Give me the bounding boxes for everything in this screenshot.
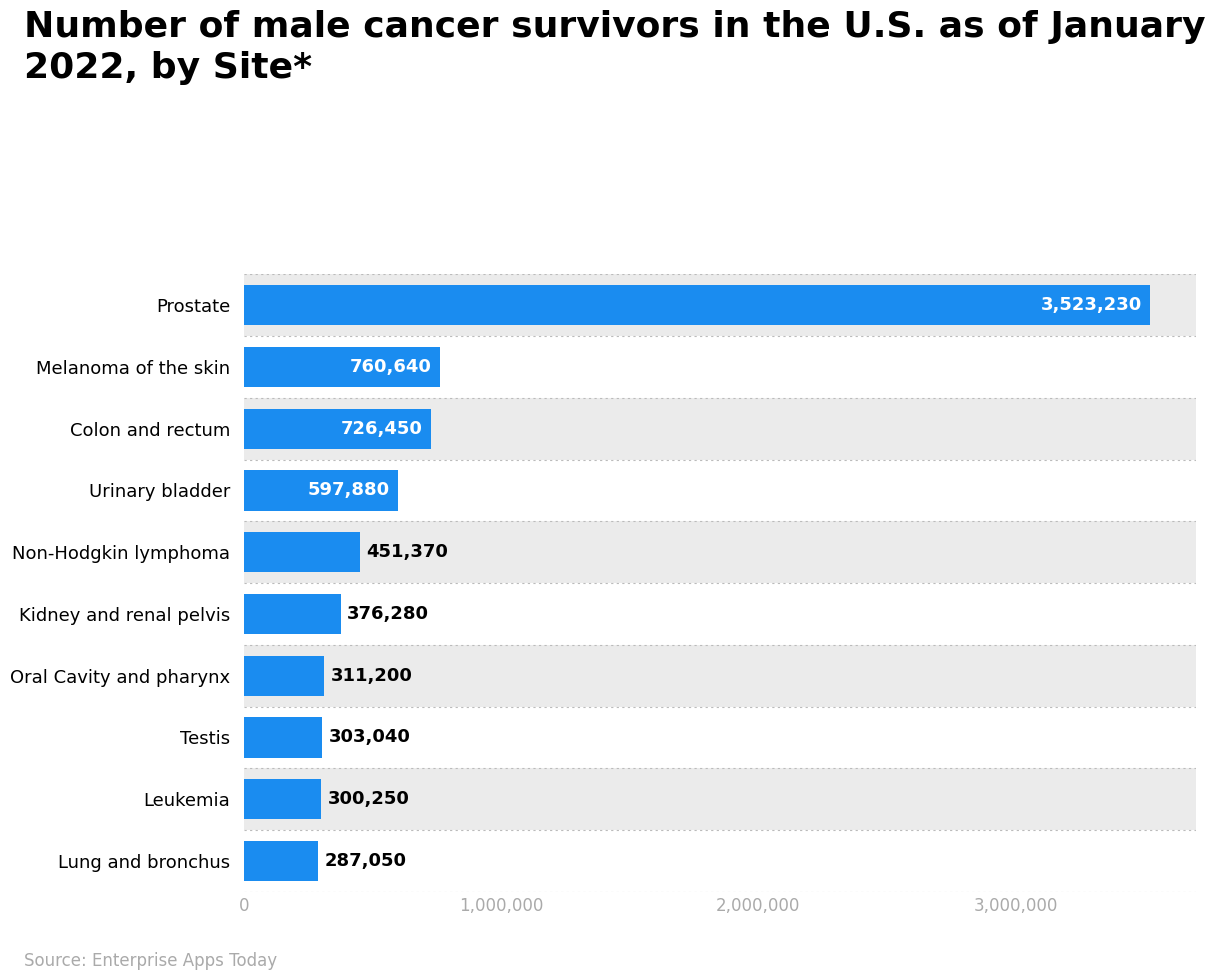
Text: Source: Enterprise Apps Today: Source: Enterprise Apps Today xyxy=(24,953,277,970)
Bar xyxy=(244,594,340,634)
Bar xyxy=(244,768,1196,830)
Bar xyxy=(244,347,439,387)
Bar xyxy=(244,717,322,758)
Bar xyxy=(244,274,1196,336)
Bar xyxy=(244,336,1196,398)
Bar xyxy=(244,532,360,572)
Text: 760,640: 760,640 xyxy=(350,358,432,376)
Bar xyxy=(244,830,1196,892)
Bar xyxy=(244,285,1150,325)
Bar xyxy=(244,707,1196,768)
Bar xyxy=(244,521,1196,583)
Bar xyxy=(244,779,321,819)
Text: 376,280: 376,280 xyxy=(348,605,429,623)
Bar xyxy=(244,470,398,511)
Bar xyxy=(244,460,1196,521)
Text: 726,450: 726,450 xyxy=(342,419,423,438)
Text: Number of male cancer survivors in the U.S. as of January 1,
2022, by Site*: Number of male cancer survivors in the U… xyxy=(24,10,1220,84)
Bar xyxy=(244,656,325,696)
Text: 303,040: 303,040 xyxy=(328,728,410,747)
Bar xyxy=(244,841,318,881)
Text: 451,370: 451,370 xyxy=(366,543,449,562)
Bar xyxy=(244,409,431,449)
Bar xyxy=(244,583,1196,645)
Text: 311,200: 311,200 xyxy=(331,666,412,685)
Bar xyxy=(244,398,1196,460)
Text: 300,250: 300,250 xyxy=(328,790,410,808)
Bar xyxy=(244,645,1196,707)
Text: 287,050: 287,050 xyxy=(325,852,406,870)
Text: 597,880: 597,880 xyxy=(307,481,390,500)
Text: 3,523,230: 3,523,230 xyxy=(1041,296,1142,315)
